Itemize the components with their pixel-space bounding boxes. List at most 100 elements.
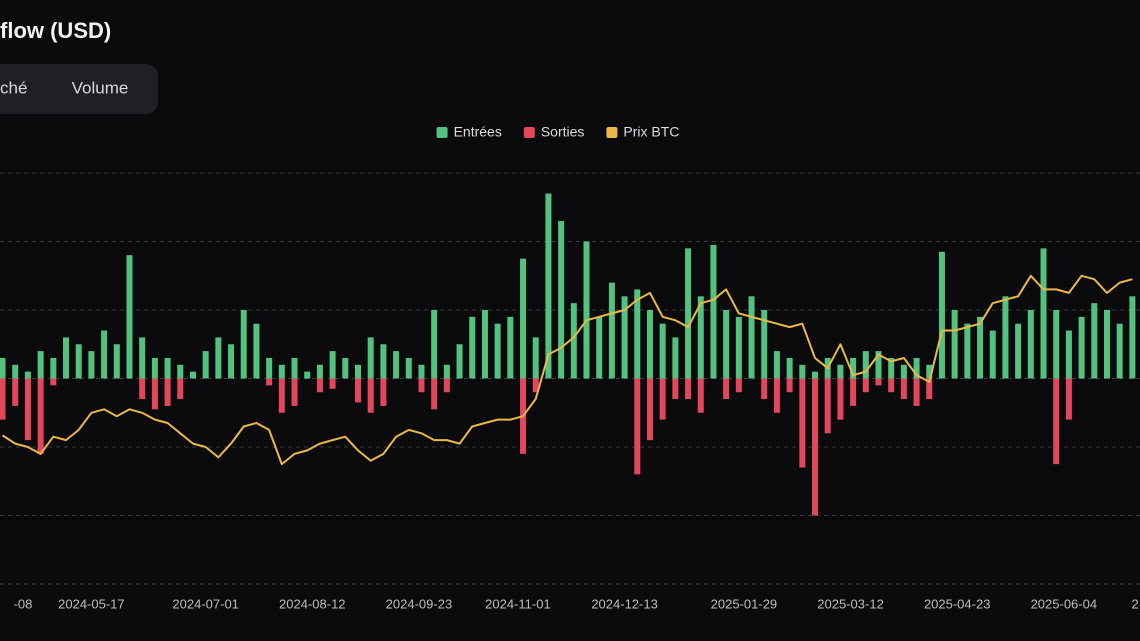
bar (50, 357, 57, 379)
bar (532, 378, 539, 393)
bar (672, 378, 679, 400)
bar (1065, 330, 1072, 379)
bar (862, 351, 869, 379)
x-tick-label: 2024-12-13 (591, 596, 658, 611)
bar (545, 193, 552, 379)
bar (850, 357, 857, 379)
bar (659, 378, 666, 420)
bar (520, 258, 527, 379)
bar (329, 378, 336, 389)
bar (837, 378, 844, 420)
bar (672, 337, 679, 379)
tab[interactable]: Volume (72, 78, 129, 97)
legend-swatch (523, 127, 535, 138)
bar (507, 316, 514, 379)
bar (1103, 310, 1110, 379)
bar (101, 330, 108, 379)
bar (278, 378, 285, 413)
bar (443, 378, 450, 393)
bar (824, 378, 831, 434)
bar (431, 378, 438, 410)
tab[interactable]: ché (0, 78, 27, 97)
x-tick-label: 2025-01-29 (711, 596, 778, 611)
bar (900, 364, 907, 379)
bar (189, 371, 196, 379)
bar (75, 344, 82, 379)
tab-bar (0, 64, 158, 114)
bar (558, 220, 565, 379)
bar (646, 310, 653, 379)
bar (380, 378, 387, 406)
bar (228, 344, 235, 379)
bar (799, 364, 806, 379)
bar (1015, 323, 1022, 379)
bar (1053, 378, 1060, 465)
bar (786, 357, 793, 379)
bar (786, 378, 793, 393)
bar (773, 351, 780, 379)
x-tick-label: 2024-11-01 (485, 596, 551, 611)
bar (977, 316, 984, 379)
bar (177, 364, 184, 379)
bar (494, 323, 501, 379)
bar (139, 337, 146, 379)
x-tick-label: 2024-05-17 (58, 596, 125, 611)
legend-swatch (436, 127, 448, 138)
bar (164, 378, 171, 406)
bar (431, 310, 438, 379)
bar (139, 378, 146, 400)
x-tick-label: 2024-09-23 (386, 596, 453, 611)
x-tick-label: 2 (1131, 596, 1138, 611)
x-tick-label: 2024-08-12 (279, 596, 346, 611)
bar (481, 310, 488, 379)
bar (456, 344, 463, 379)
bar (367, 378, 374, 413)
bar (304, 371, 311, 379)
bar (12, 364, 19, 379)
bar (88, 351, 95, 379)
bar (710, 244, 717, 379)
bar (1002, 296, 1009, 379)
bar (316, 378, 323, 393)
bar (685, 378, 692, 400)
bar (659, 323, 666, 379)
bar (126, 255, 133, 379)
bar (354, 364, 361, 379)
bar (266, 378, 273, 386)
bar (583, 241, 590, 379)
bar (875, 378, 882, 386)
bar (278, 364, 285, 379)
bar (888, 378, 895, 393)
bar (888, 357, 895, 379)
bar (1040, 248, 1047, 379)
bar (113, 344, 120, 379)
bar (164, 357, 171, 379)
bar (850, 378, 857, 406)
bar (646, 378, 653, 441)
bar (913, 378, 920, 406)
bar (926, 364, 933, 379)
bar (469, 316, 476, 379)
bar (291, 357, 298, 379)
bar (634, 289, 641, 379)
x-axis: -08 2024-05-17 2024-07-01 2024-08-12 2024-09… (14, 596, 1139, 611)
bar (634, 378, 641, 475)
x-tick-label: 2025-03-12 (817, 596, 884, 611)
bar (177, 378, 184, 400)
legend-label: Prix BTC (623, 124, 679, 140)
price-line (1, 274, 1133, 466)
bar (50, 378, 57, 386)
bar (748, 296, 755, 379)
x-tick-label: 2024-07-01 (172, 596, 239, 611)
bar (37, 351, 44, 379)
bar (37, 378, 44, 454)
bar (418, 378, 425, 393)
bar (938, 251, 945, 379)
bar (1027, 310, 1034, 379)
bar (812, 371, 819, 379)
legend-label: Entrées (454, 124, 502, 140)
bar (532, 337, 539, 379)
bar (900, 378, 907, 400)
bar (1053, 310, 1060, 379)
bar (380, 344, 387, 379)
